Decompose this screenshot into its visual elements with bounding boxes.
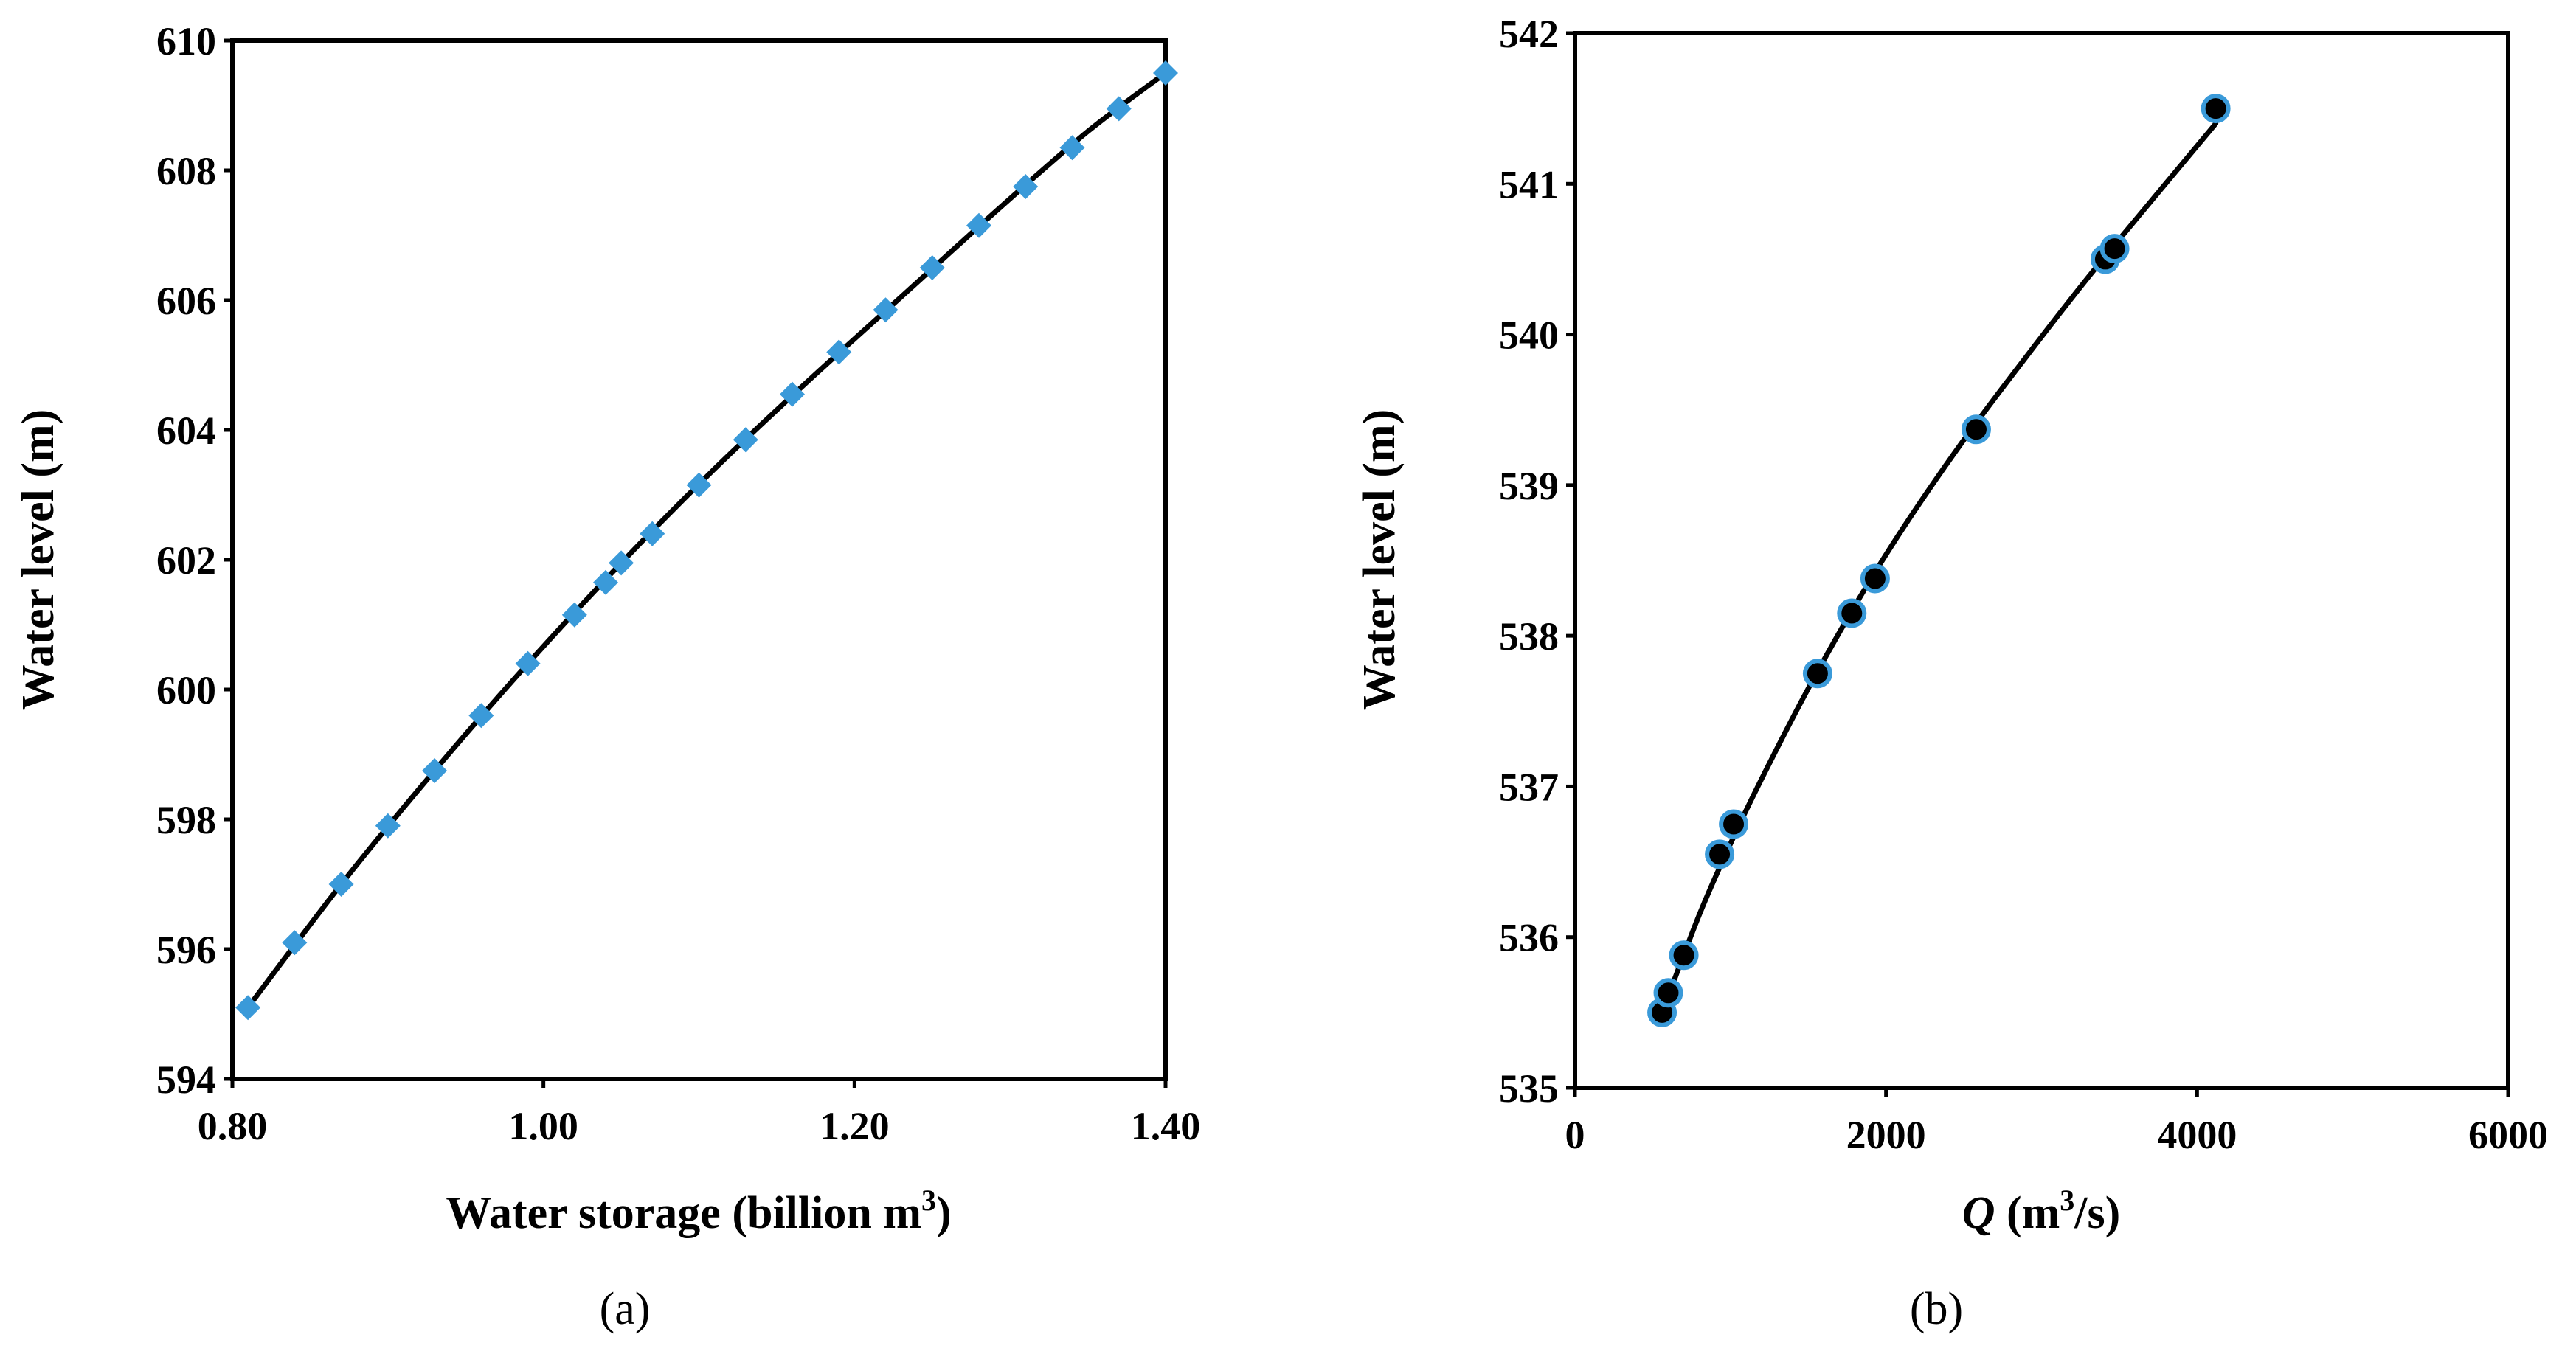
x-axis-label-end: /s) — [2074, 1188, 2120, 1238]
x-axis-label-end: ) — [936, 1188, 952, 1238]
data-point — [282, 930, 308, 956]
x-axis-label-superscript: 3 — [2060, 1184, 2074, 1217]
data-point — [1013, 174, 1039, 199]
y-tick-label: 536 — [1499, 916, 1559, 960]
data-point — [780, 381, 805, 407]
x-tick-label: 1.00 — [508, 1104, 578, 1148]
data-point — [375, 813, 401, 839]
chart-panel-a: 594 596 598 600 602 604 606 608 610 0.80 1.00 1.20… — [13, 19, 1200, 1334]
y-tick-label: 535 — [1499, 1066, 1559, 1111]
data-point — [873, 297, 899, 323]
data-point — [1653, 978, 1683, 1008]
data-point — [826, 339, 852, 365]
y-tick-group: 594 596 598 600 602 604 606 608 610 — [156, 19, 232, 1102]
x-tick-label: 2000 — [1846, 1113, 1926, 1157]
x-tick-label: 4000 — [2157, 1113, 2237, 1157]
x-tick-label: 1.40 — [1131, 1104, 1201, 1148]
y-tick-label: 608 — [156, 149, 216, 193]
y-tick-label: 594 — [156, 1058, 216, 1102]
data-point — [328, 872, 354, 897]
x-tick-label: 1.20 — [820, 1104, 890, 1148]
data-point — [561, 602, 587, 628]
y-tick-label: 598 — [156, 798, 216, 842]
y-tick-label: 542 — [1499, 12, 1559, 56]
data-point — [919, 255, 945, 280]
data-point — [422, 758, 448, 783]
data-point — [2099, 234, 2130, 264]
y-axis-label: Water level (m) — [1354, 409, 1405, 711]
y-tick-label: 541 — [1499, 162, 1559, 206]
x-tick-label: 0.80 — [198, 1104, 268, 1148]
y-tick-label: 539 — [1499, 464, 1559, 508]
y-tick-label: 606 — [156, 279, 216, 323]
data-point — [1153, 60, 1178, 86]
x-axis-label-text: Water storage (billion m — [446, 1188, 921, 1238]
plot-area-frame — [1573, 31, 2510, 1090]
y-tick-label: 610 — [156, 19, 216, 63]
data-point-group — [235, 60, 1178, 1021]
y-tick-label: 540 — [1499, 313, 1559, 358]
data-point — [468, 703, 494, 729]
fit-line — [1659, 121, 2219, 1016]
data-point — [593, 569, 618, 595]
y-tick-group: 535 536 537 538 539 540 541 542 — [1499, 12, 1575, 1111]
y-tick-label: 604 — [156, 409, 216, 453]
data-point — [640, 521, 665, 546]
data-point — [1669, 940, 1699, 971]
y-tick-label: 596 — [156, 928, 216, 972]
data-point — [2201, 94, 2231, 124]
y-tick-label: 602 — [156, 538, 216, 583]
y-tick-label: 600 — [156, 668, 216, 712]
y-tick-label: 538 — [1499, 614, 1559, 659]
data-point — [966, 212, 991, 238]
data-point-group — [1647, 94, 2231, 1027]
x-axis-label-text: (m — [1995, 1188, 2060, 1238]
fit-line — [245, 70, 1168, 1010]
data-point — [1059, 135, 1085, 161]
data-point — [1705, 839, 1735, 869]
data-point — [515, 650, 541, 676]
fit-line-group — [245, 70, 1168, 1010]
data-point — [235, 995, 261, 1021]
y-tick-label: 537 — [1499, 765, 1559, 809]
x-tick-label: 6000 — [2468, 1113, 2548, 1157]
data-point — [1860, 563, 1890, 594]
data-point — [1961, 414, 1991, 445]
data-point — [609, 550, 634, 576]
data-point — [1837, 598, 1867, 628]
chart-panel-b: 535 536 537 538 539 540 541 542 0 2000 4000 6000 Q… — [1354, 12, 2548, 1334]
data-point — [733, 427, 758, 453]
fit-line-group — [1659, 121, 2219, 1016]
x-axis-label-superscript: 3 — [921, 1184, 936, 1217]
x-axis-label: Water storage (billion m3) — [446, 1184, 951, 1238]
data-point — [1719, 809, 1749, 839]
data-point — [686, 472, 712, 498]
data-point — [1106, 96, 1132, 122]
y-axis-label: Water level (m) — [13, 409, 63, 711]
x-tick-group: 0.80 1.00 1.20 1.40 — [198, 1079, 1201, 1148]
panel-label: (a) — [600, 1284, 651, 1334]
x-axis-label-italic: Q — [1962, 1188, 1995, 1238]
x-tick-label: 0 — [1565, 1113, 1585, 1157]
x-tick-group: 0 2000 4000 6000 — [1565, 1088, 2548, 1157]
x-axis-label: Q (m3/s) — [1962, 1184, 2121, 1238]
data-point — [1802, 659, 1832, 689]
panel-label: (b) — [1910, 1284, 1963, 1334]
